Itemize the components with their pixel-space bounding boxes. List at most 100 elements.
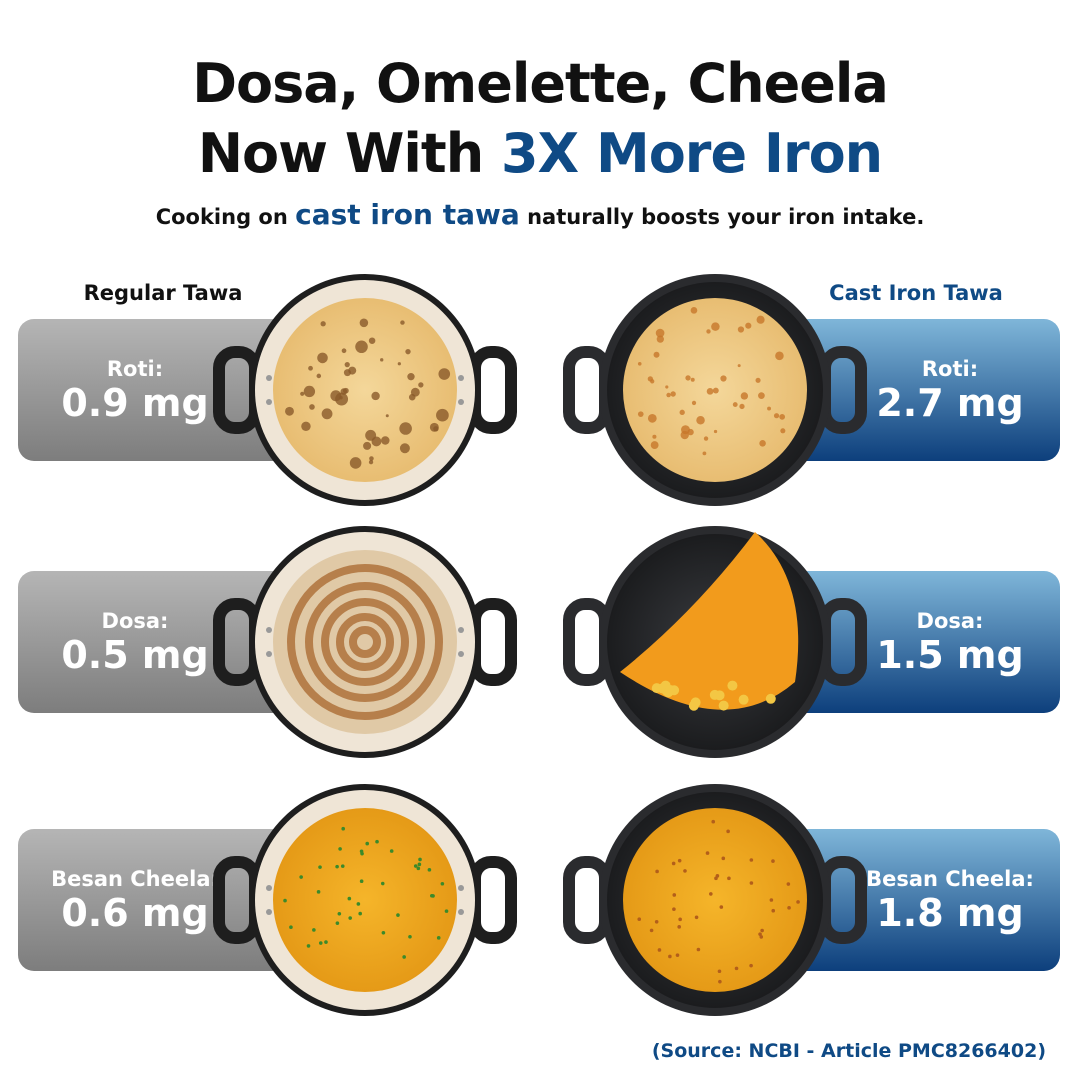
roti-spot — [690, 377, 695, 382]
roti-spot — [690, 307, 698, 314]
roti-spot — [720, 375, 727, 382]
herb — [340, 864, 345, 868]
roti-spot — [368, 459, 374, 465]
herb — [440, 881, 445, 886]
roti-spot — [380, 358, 384, 362]
roti-spot — [321, 408, 333, 420]
roti-spot — [691, 400, 697, 406]
rivet — [458, 651, 464, 657]
roti-spot — [407, 372, 415, 381]
iron-amount: 0.6 mg — [61, 891, 208, 935]
cheela — [273, 808, 457, 992]
roti-spot — [344, 362, 350, 368]
subtitle-prefix: Cooking on — [155, 205, 288, 229]
herb — [719, 905, 724, 909]
roti-spot — [779, 414, 786, 420]
herb — [677, 925, 681, 929]
herb — [727, 876, 731, 881]
herb — [306, 944, 311, 948]
roti-spot — [308, 365, 313, 371]
iron-amount: 0.5 mg — [61, 633, 208, 677]
subtitle-highlight: cast iron tawa — [295, 198, 520, 231]
herb — [734, 966, 739, 971]
roti-spot — [711, 322, 720, 331]
roti-spot — [340, 388, 348, 395]
title-line-1: Dosa, Omelette, Cheela — [192, 52, 889, 115]
herb — [417, 862, 422, 867]
roti-spot — [343, 369, 351, 377]
herb — [771, 859, 775, 863]
roti-spot — [706, 387, 714, 395]
rivet — [266, 885, 272, 891]
roti-spot — [647, 413, 657, 423]
rivet — [458, 909, 464, 915]
herb — [348, 916, 352, 920]
herb — [796, 900, 800, 904]
herb — [389, 849, 394, 853]
herb — [335, 921, 340, 925]
roti-spot — [399, 422, 412, 435]
herb — [769, 898, 774, 902]
roti-spot — [637, 411, 644, 417]
roti-spot — [696, 415, 705, 425]
herb — [749, 963, 753, 968]
title-line-2: Now With 3X More Iron — [0, 122, 1080, 185]
dosa-swirl — [321, 598, 409, 686]
roti-spot — [301, 421, 311, 432]
roti-spot — [355, 340, 368, 354]
herb — [758, 932, 762, 936]
herb — [416, 866, 421, 871]
subtitle-suffix: naturally boosts your iron intake. — [527, 205, 925, 229]
herb — [677, 858, 682, 863]
herb — [678, 917, 682, 922]
roti-spot — [670, 391, 676, 397]
herb — [709, 892, 713, 896]
herb — [787, 906, 791, 910]
roti-spot — [410, 387, 420, 397]
roti-spot — [650, 441, 659, 449]
roti-spot — [737, 326, 745, 333]
roti-spot — [285, 406, 294, 416]
herb — [749, 881, 754, 885]
roti-spot — [418, 382, 424, 388]
herb — [444, 909, 449, 913]
herb — [299, 875, 303, 879]
herb — [671, 861, 676, 866]
filling — [738, 694, 749, 705]
roti-spot — [656, 335, 664, 343]
roti-spot — [755, 377, 761, 383]
roti-spot — [637, 361, 642, 366]
roti-spot — [309, 404, 315, 410]
omelette — [620, 532, 799, 710]
food-label: Dosa: — [102, 609, 169, 633]
herb — [718, 979, 722, 984]
herb — [637, 917, 642, 922]
filling — [709, 689, 720, 700]
roti-spot — [737, 364, 741, 368]
food-label: Roti: — [107, 357, 163, 381]
roti-spot — [712, 387, 719, 394]
herb — [360, 851, 364, 856]
roti-spot — [732, 402, 738, 408]
herb — [318, 865, 322, 869]
roti-spot — [341, 348, 347, 354]
herb — [365, 841, 370, 846]
herb — [715, 874, 720, 878]
rivet — [458, 627, 464, 633]
herb — [726, 829, 730, 834]
roti-spot — [438, 368, 451, 380]
food-label: Besan Cheela: — [51, 867, 219, 891]
roti-spot — [405, 348, 411, 355]
herb — [649, 928, 654, 933]
roti-spot — [652, 434, 657, 439]
herb — [318, 941, 323, 945]
herb — [654, 919, 659, 924]
herb — [402, 955, 406, 959]
roti-spot — [756, 315, 765, 324]
rivet — [266, 375, 272, 381]
roti-spot — [655, 328, 665, 338]
title-prefix: Now With — [197, 122, 484, 185]
roti-spot — [320, 321, 326, 327]
herb — [358, 911, 362, 916]
herb — [760, 928, 764, 933]
